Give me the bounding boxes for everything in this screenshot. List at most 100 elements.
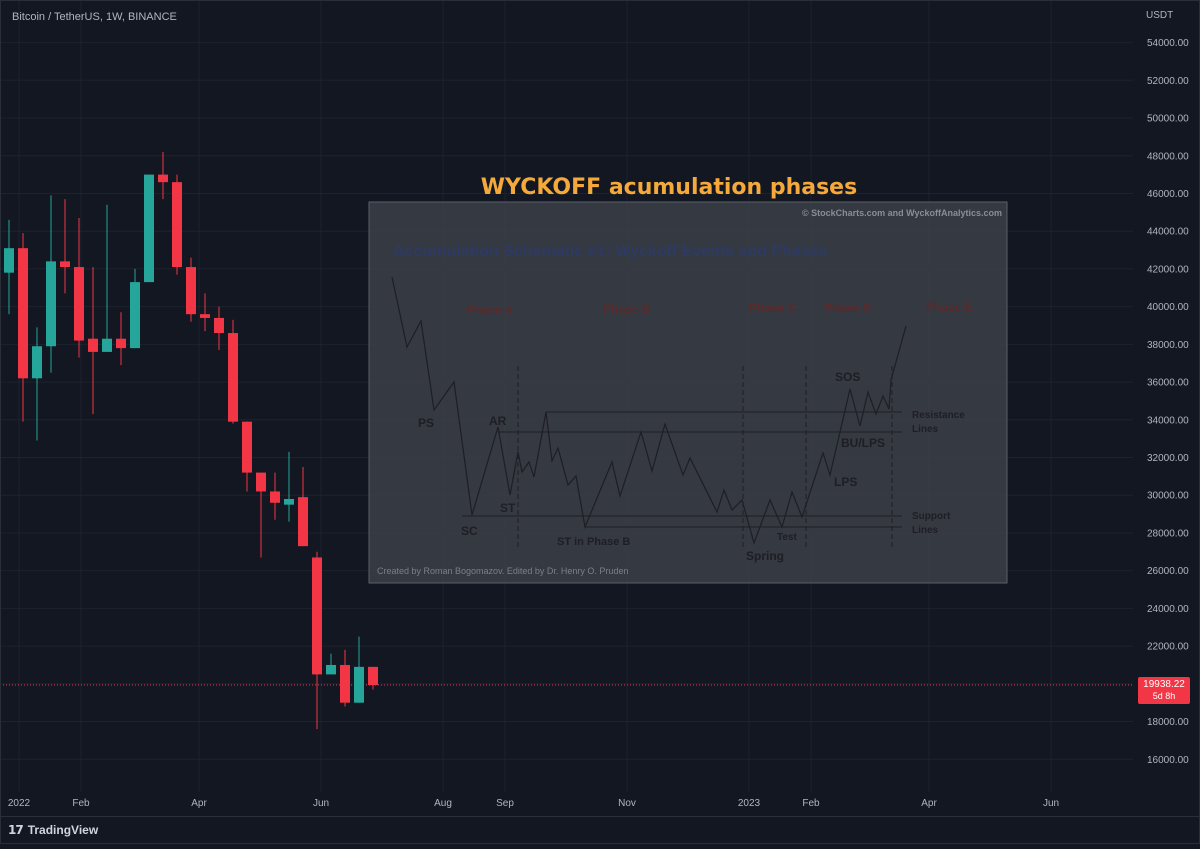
candle xyxy=(200,293,210,332)
resistance-support-lines xyxy=(462,411,902,528)
phase-a-label: Phase A xyxy=(466,303,513,317)
candle-body xyxy=(74,267,84,341)
candle-body xyxy=(256,472,266,492)
candle-body xyxy=(228,333,238,422)
resistance-label: Resistance xyxy=(912,410,965,421)
candle xyxy=(340,649,350,707)
candle xyxy=(130,268,140,349)
candle-body xyxy=(340,664,350,703)
candle-body xyxy=(144,174,154,283)
candle-body xyxy=(354,666,364,703)
phase-d-label: Phase D xyxy=(824,301,872,315)
candle-body xyxy=(32,346,42,379)
candle xyxy=(242,421,252,492)
price-tick-label: 30000.00 xyxy=(1147,491,1189,502)
time-tick-label: Feb xyxy=(802,798,820,809)
price-tick-label: 50000.00 xyxy=(1147,114,1189,125)
candle-body xyxy=(214,317,224,334)
symbol-title: Bitcoin / TetherUS, 1W, BINANCE xyxy=(12,11,177,23)
support-label: Support xyxy=(912,511,951,522)
line-labels: Resistance Lines Support Lines xyxy=(912,410,965,536)
event-sc: SC xyxy=(461,524,478,538)
time-tick-label: Sep xyxy=(496,798,514,809)
candle xyxy=(4,219,14,315)
event-spring: Spring xyxy=(746,549,784,563)
time-tick-label: Feb xyxy=(72,798,90,809)
price-tick-label: 28000.00 xyxy=(1147,528,1189,539)
candle xyxy=(298,466,308,547)
candle-body xyxy=(60,261,70,268)
time-tick-label: Apr xyxy=(191,798,207,809)
time-tick-label: Jun xyxy=(1043,798,1059,809)
event-labels: PS SC AR ST ST in Phase B Spring Test SO… xyxy=(418,370,885,563)
candle xyxy=(312,551,322,730)
wyckoff-price-path xyxy=(391,276,907,545)
time-tick-label: Jun xyxy=(313,798,329,809)
chart-headline: WYCKOFF acumulation phases xyxy=(480,175,858,200)
candle-body xyxy=(102,338,112,352)
price-tick-label: 34000.00 xyxy=(1147,415,1189,426)
price-tick-label: 54000.00 xyxy=(1147,38,1189,49)
candle xyxy=(256,472,266,558)
resistance-lines-label: Lines xyxy=(912,424,939,435)
candles xyxy=(4,151,378,730)
price-tick-label: 26000.00 xyxy=(1147,566,1189,577)
candle xyxy=(354,636,364,703)
candle-body xyxy=(18,248,28,379)
price-tick-label: 24000.00 xyxy=(1147,604,1189,615)
time-tick-label: 2022 xyxy=(8,798,31,809)
candle xyxy=(158,151,168,200)
candle-body xyxy=(242,421,252,473)
candle xyxy=(270,472,280,520)
price-tick-label: 52000.00 xyxy=(1147,76,1189,87)
event-test: Test xyxy=(777,532,797,543)
phase-e-label: Phase E xyxy=(926,300,973,314)
candle xyxy=(32,327,42,441)
candle-countdown: 5d 8h xyxy=(1152,691,1176,701)
candle xyxy=(228,319,238,424)
event-st-phase-b: ST in Phase B xyxy=(557,536,630,548)
price-tick-label: 48000.00 xyxy=(1147,151,1189,162)
tradingview-logo-icon: 17 xyxy=(8,823,24,837)
overlay-title: Accumulation Schematic #1: Wyckoff Event… xyxy=(393,243,828,260)
overlay-background xyxy=(368,201,1008,584)
axis-unit-label: USDT xyxy=(1146,10,1174,21)
support-lines-label: Lines xyxy=(912,525,939,536)
event-ps: PS xyxy=(418,416,434,430)
price-tick-label: 22000.00 xyxy=(1147,642,1189,653)
candle-body xyxy=(200,314,210,318)
event-bu-lps: BU/LPS xyxy=(841,436,885,450)
current-price-tag: 19938.22 5d 8h xyxy=(1138,677,1190,704)
candle xyxy=(18,233,28,422)
tradingview-logo[interactable]: 17 TradingView xyxy=(8,823,98,837)
candle-body xyxy=(158,174,168,183)
wyckoff-schematic-overlay: © StockCharts.com and WyckoffAnalytics.c… xyxy=(368,201,1008,584)
candle xyxy=(60,199,70,294)
price-tick-label: 46000.00 xyxy=(1147,189,1189,200)
candle-body xyxy=(326,664,336,675)
candle-body xyxy=(368,666,378,685)
candle-body xyxy=(270,491,280,503)
candle-body xyxy=(312,557,322,675)
candle-body xyxy=(186,267,196,315)
candle-body xyxy=(116,338,126,349)
candle xyxy=(102,204,112,352)
event-st: ST xyxy=(500,501,516,515)
candle xyxy=(172,174,182,275)
time-tick-label: 2023 xyxy=(738,798,761,809)
price-tick-label: 32000.00 xyxy=(1147,453,1189,464)
time-axis[interactable]: 2022 Feb Apr Jun Aug Sep Nov 2023 Feb Apr Jun xyxy=(8,798,1059,809)
event-ar: AR xyxy=(489,414,507,428)
price-tick-label: 16000.00 xyxy=(1147,755,1189,766)
price-tick-label: 40000.00 xyxy=(1147,302,1189,313)
time-tick-label: Aug xyxy=(434,798,452,809)
candle xyxy=(186,257,196,322)
candle xyxy=(284,451,294,522)
price-axis[interactable]: 16000.0018000.0020000.0022000.0024000.00… xyxy=(1147,38,1189,766)
price-tick-label: 36000.00 xyxy=(1147,378,1189,389)
overlay-credit-bottom: Created by Roman Bogomazov. Edited by Dr… xyxy=(377,566,628,576)
candle-body xyxy=(172,182,182,268)
time-tick-label: Apr xyxy=(921,798,937,809)
